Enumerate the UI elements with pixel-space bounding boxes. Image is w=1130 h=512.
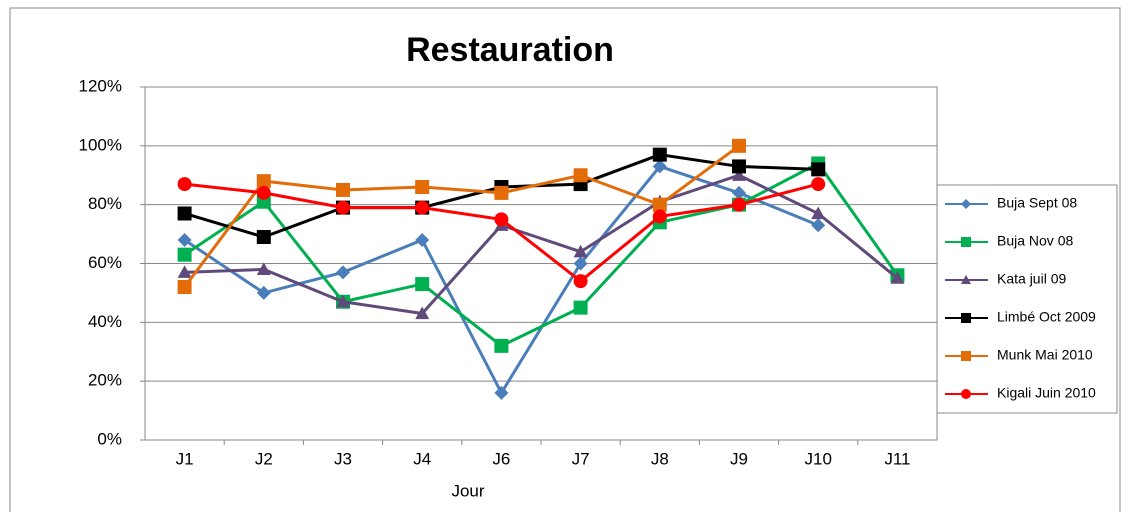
x-tick-label: J8	[651, 449, 669, 468]
marker	[652, 159, 667, 174]
marker	[890, 271, 905, 284]
y-tick-label: 0%	[97, 429, 122, 448]
marker	[811, 177, 826, 192]
marker	[573, 256, 588, 271]
legend-label: Limbé Oct 2009	[997, 309, 1096, 325]
marker	[494, 185, 509, 200]
legend-label: Buja Sept 08	[997, 195, 1077, 211]
marker	[961, 313, 971, 323]
legend-box	[936, 184, 1118, 414]
y-tick-label: 60%	[88, 253, 122, 272]
marker	[652, 197, 667, 212]
marker	[652, 147, 667, 162]
marker	[961, 199, 971, 209]
marker	[573, 244, 588, 258]
marker	[336, 182, 350, 197]
marker	[256, 230, 271, 245]
series-line	[184, 173, 899, 316]
marker	[177, 177, 192, 192]
marker	[573, 300, 588, 315]
marker	[177, 265, 192, 278]
marker	[415, 306, 430, 320]
marker	[177, 232, 192, 247]
x-tick-label: J3	[334, 449, 352, 468]
marker	[336, 265, 350, 280]
marker	[811, 218, 826, 233]
marker	[652, 209, 667, 224]
marker	[415, 232, 430, 247]
marker	[415, 180, 430, 195]
x-tick-label: J2	[255, 449, 273, 468]
marker	[494, 338, 509, 353]
marker	[256, 174, 271, 189]
marker	[336, 294, 350, 308]
marker	[961, 389, 971, 399]
marker	[961, 275, 971, 284]
x-tick-label: J1	[176, 449, 194, 468]
marker	[573, 274, 588, 289]
marker	[811, 162, 826, 177]
marker	[256, 262, 271, 275]
x-axis-label: Jour	[451, 481, 484, 500]
marker	[177, 206, 192, 221]
y-tick-label: 40%	[88, 312, 122, 331]
marker	[573, 168, 588, 183]
marker	[415, 277, 430, 292]
series-line	[183, 144, 740, 288]
legend-label: Buja Nov 08	[997, 233, 1073, 249]
marker	[177, 280, 192, 295]
marker	[256, 185, 271, 200]
marker	[177, 247, 192, 262]
series-line	[183, 164, 819, 396]
y-tick-label: 120%	[79, 76, 122, 95]
marker	[494, 385, 509, 400]
legend-label: Munk Mai 2010	[997, 347, 1093, 363]
y-tick-label: 20%	[88, 371, 122, 390]
chart-border	[9, 7, 1121, 512]
x-tick-label: J10	[804, 449, 831, 468]
marker	[732, 185, 746, 200]
y-tick-label: 100%	[79, 135, 122, 154]
x-tick-label: J7	[572, 449, 590, 468]
legend-label: Kigali Juin 2010	[997, 385, 1096, 401]
x-tick-label: J4	[413, 449, 431, 468]
x-tick-label: J9	[730, 449, 748, 468]
marker	[256, 285, 271, 300]
marker	[336, 200, 350, 215]
marker	[415, 200, 430, 215]
marker	[732, 159, 746, 174]
marker	[494, 212, 509, 227]
marker	[732, 138, 746, 153]
y-tick-label: 80%	[88, 194, 122, 213]
chart-title: Restauration	[406, 31, 614, 69]
x-tick-label: J6	[492, 449, 510, 468]
x-tick-label: J11	[884, 449, 910, 468]
legend-label: Kata juil 09	[997, 271, 1066, 287]
marker	[961, 237, 971, 247]
marker	[732, 168, 746, 181]
series-line	[183, 161, 899, 348]
marker	[811, 206, 826, 220]
marker	[961, 351, 971, 361]
marker	[732, 197, 746, 212]
